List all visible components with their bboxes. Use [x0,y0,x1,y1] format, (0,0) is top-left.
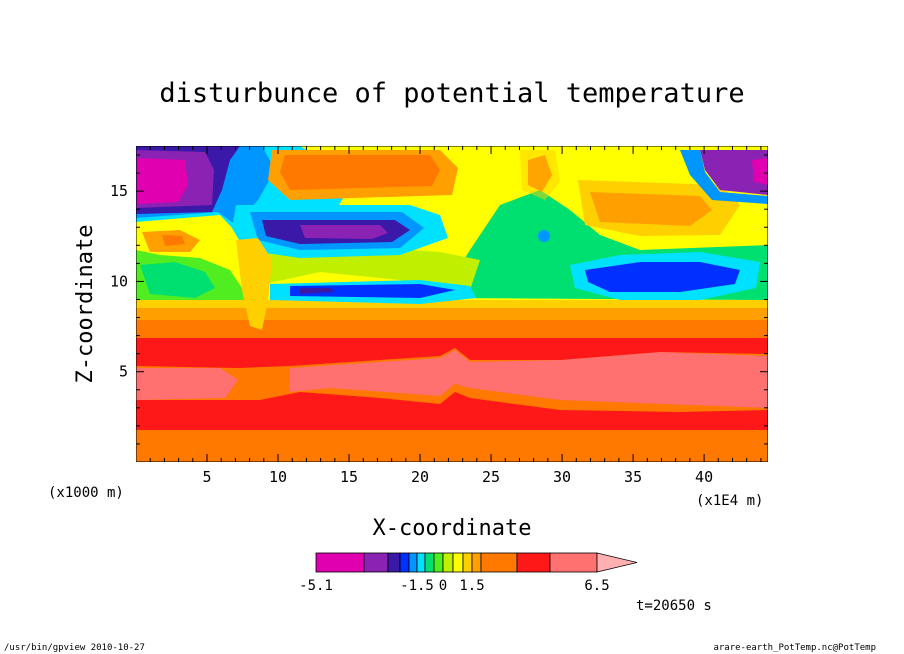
x-tick-label: 5 [202,468,211,486]
y-tick-label: 5 [119,363,128,381]
colorbar-segment [399,552,410,573]
colorbar-segment [387,552,401,573]
cold-topleft-magenta [138,158,188,204]
band-pink-main [290,350,768,408]
colorbar-segment [442,552,454,573]
colorbar-segment [363,552,389,573]
plot-area [136,146,768,462]
x-tick-label: 40 [695,468,713,486]
upper-green-left [140,262,215,298]
colorbar-segment [452,552,464,573]
x-tick-label: 25 [482,468,500,486]
colorbar-tick-label: 6.5 [584,578,609,594]
colorbar-segment [315,552,365,573]
x-axis-label: X-coordinate [373,516,532,541]
colorbar-tick-label: 1.5 [459,578,484,594]
y-axis-label: Z-coordinate [73,225,98,384]
x-tick-label: 15 [340,468,358,486]
y-tick-label: 10 [110,272,128,290]
band-pink-core [136,368,238,400]
x-tick-label: 10 [269,468,287,486]
warm-blob-mid-amber [520,150,560,200]
band-orange-low [136,430,768,462]
footer-left: /usr/bin/gpview 2010-10-27 [4,643,145,653]
colorbar-segment [471,552,482,573]
cold-thin-blue [290,284,455,298]
colorbar-segment [416,552,426,573]
colorbar-tick-label: -5.1 [299,578,333,594]
cold-mid-purple [300,225,388,239]
x-tick-label: 35 [624,468,642,486]
colorbar-segment [516,552,551,573]
footer-right: arare-earth_PotTemp.nc@PotTemp [713,643,876,653]
colorbar-segment [462,552,473,573]
x-unit-right: (x1E4 m) [696,493,763,509]
band-amber [136,308,768,320]
colorbar-segment [408,552,418,573]
colorbar-tick-label: 0 [439,578,447,594]
colorbar-segment [424,552,435,573]
band-red-upper [136,338,768,368]
warm-right-amber [590,192,712,226]
time-label: t=20650 s [636,598,712,614]
colorbar-tick-label: -1.5 [400,578,434,594]
x-tick-label: 20 [411,468,429,486]
chart-title: disturbunce of potential temperature [159,78,744,109]
colorbar-extension [596,552,638,573]
cold-thin-navy [300,288,335,294]
band-gold [136,300,768,308]
cold-spot-small [538,230,550,242]
warm-left-orange [162,235,185,246]
colorbar-segment [549,552,598,573]
cold-right-blue [680,150,768,204]
warm-right-edge [752,158,768,185]
wave-column [236,238,272,330]
axes: 5 10 15 20 25 30 35 40 5 10 15 [110,146,768,486]
colorbar-segment [433,552,444,573]
colorbar: -5.1 -1.5 0 1.5 6.5 [299,552,638,594]
colorbar-segment [480,552,518,573]
band-orange-mid [136,320,768,338]
x-unit-left: (x1000 m) [48,485,124,501]
warm-blob-top-orange [280,155,440,190]
cold-right-blue-core [585,262,740,292]
y-tick-label: 15 [110,182,128,200]
cold-right-purple [700,150,768,195]
x-tick-label: 30 [553,468,571,486]
band-red-lower [136,392,768,430]
